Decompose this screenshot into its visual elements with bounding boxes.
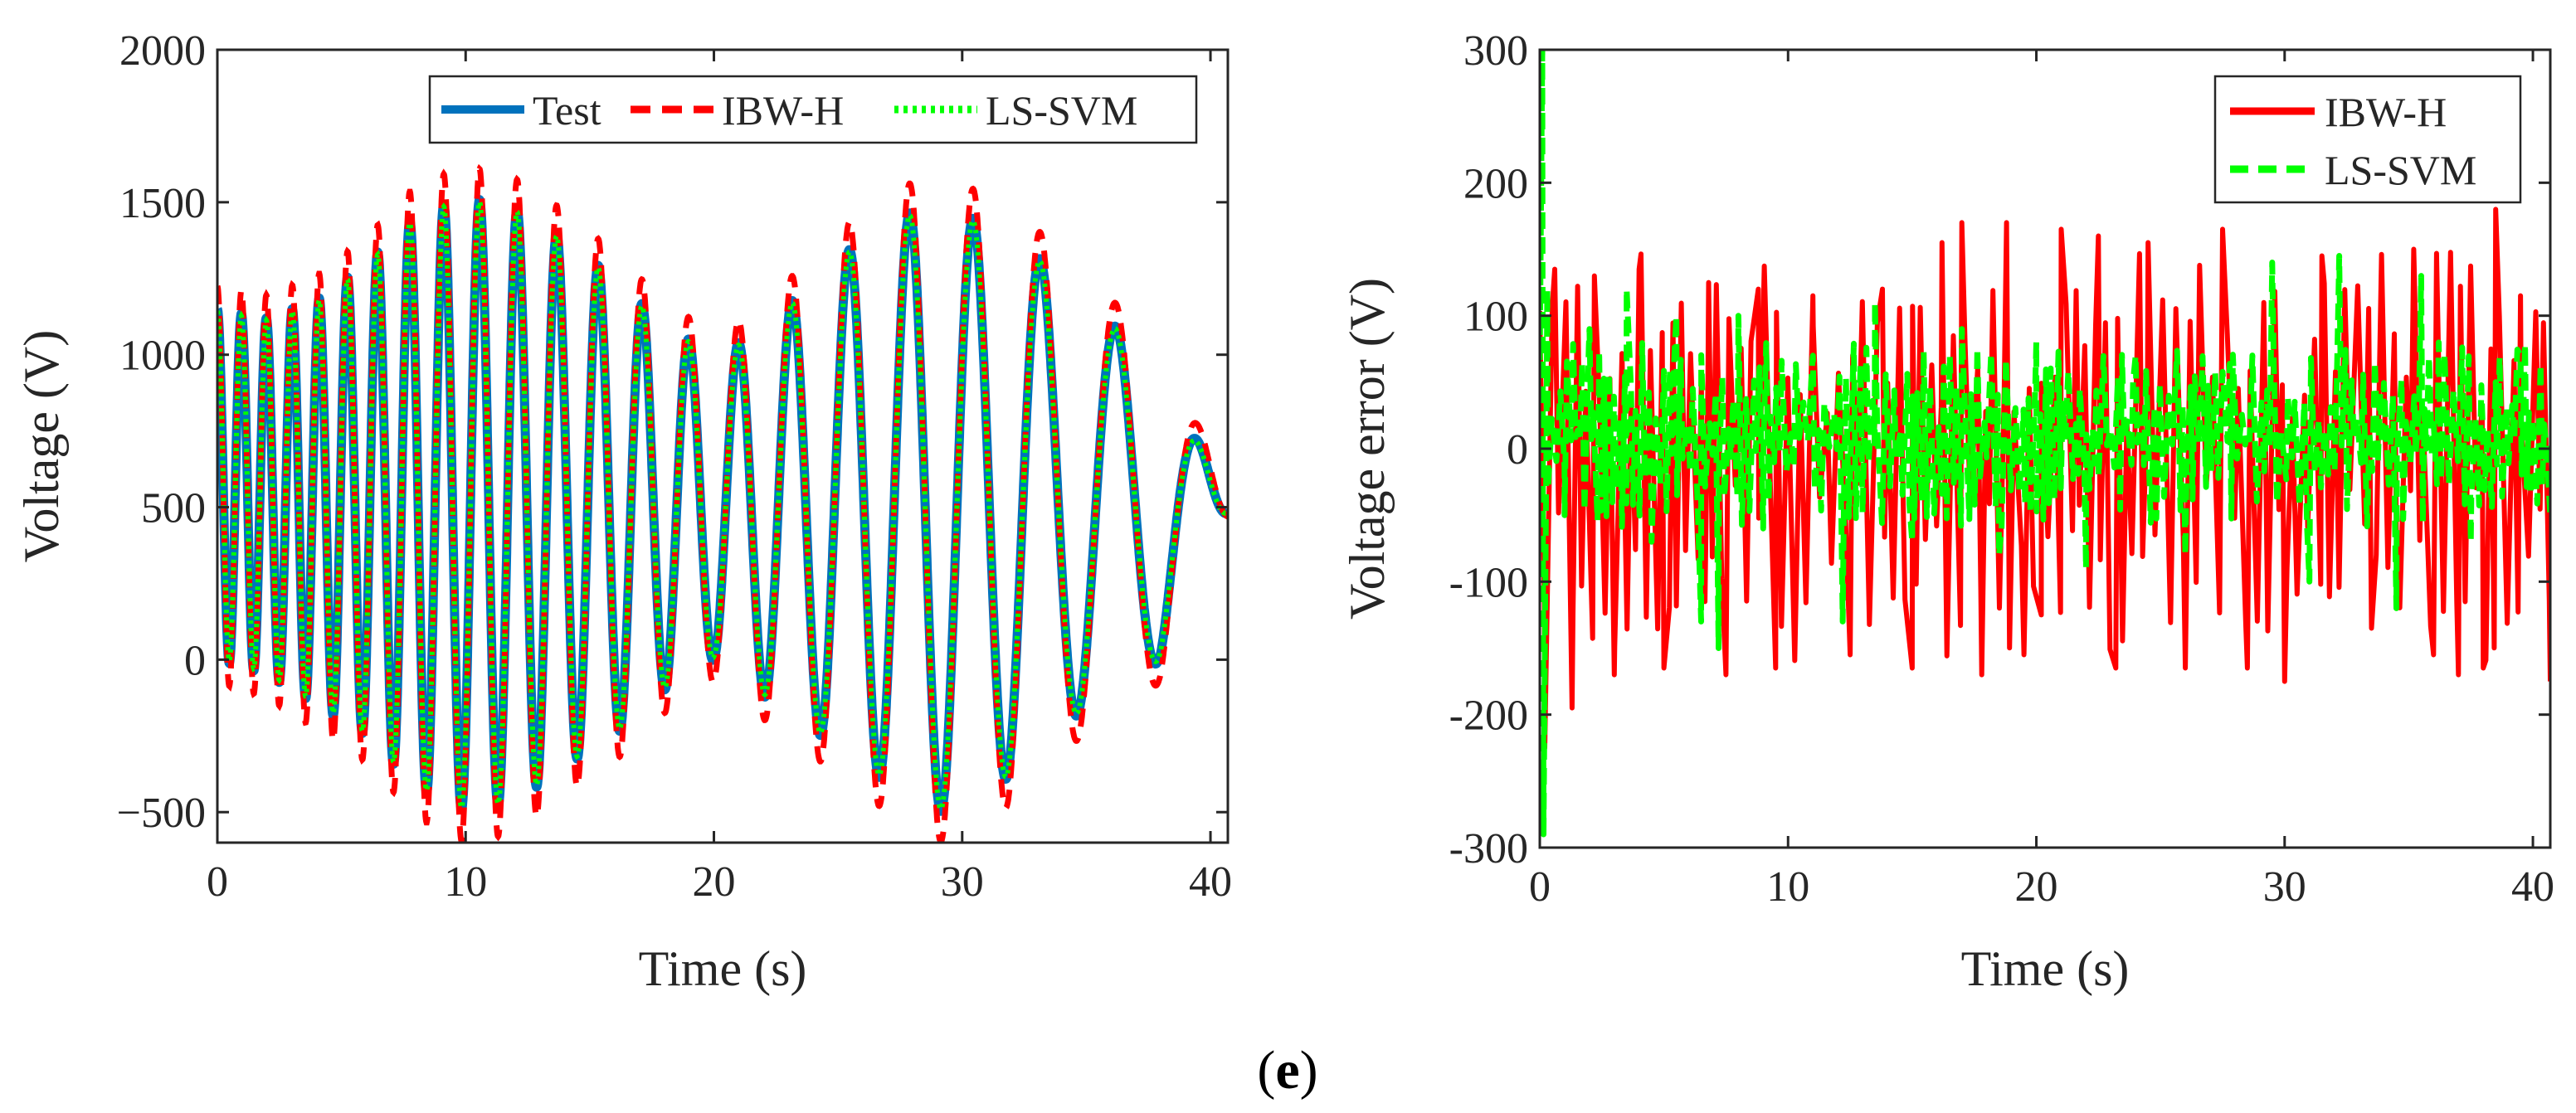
- panel-label: (e): [1257, 1040, 1317, 1101]
- error-x-tick-label: 20: [2015, 863, 2058, 911]
- voltage-y-tick-label: 500: [141, 485, 206, 532]
- legend-lssvm-label: LS-SVM: [986, 87, 1137, 134]
- voltage-y-tick-label: 2000: [119, 27, 206, 75]
- error-y-tick-label: 100: [1463, 294, 1528, 341]
- voltage-y-axis-label: Voltage (V): [14, 330, 69, 563]
- error-x-axis-label: Time (s): [1961, 941, 2130, 996]
- voltage-y-tick-label: 0: [184, 637, 206, 684]
- error-y-tick-label: -100: [1449, 559, 1528, 606]
- series-test-line: [217, 195, 1228, 816]
- error-legend-box: [2213, 75, 2522, 204]
- error-y-tick-label: 300: [1463, 27, 1528, 75]
- voltage-legend: Test IBW-H LS-SVM: [428, 75, 1198, 144]
- panel-label-open: (: [1257, 1040, 1275, 1101]
- legend-error-lssvm-label: LS-SVM: [2325, 147, 2476, 193]
- legend-test-label: Test: [533, 87, 601, 134]
- voltage-legend-box: [428, 75, 1198, 144]
- error-x-tick-label: 40: [2511, 863, 2554, 911]
- series-error-lssvm-line: [1540, 50, 2550, 838]
- error-axis-ticks: 0 10 20 30 40 -300 -200 -100 0 100 200 300: [1449, 27, 2554, 911]
- error-y-tick-label: -300: [1449, 825, 1528, 872]
- error-x-tick-label: 30: [2263, 863, 2306, 911]
- error-y-axis-label: Voltage error (V): [1340, 278, 1395, 620]
- panel-label-close: ): [1300, 1040, 1318, 1101]
- voltage-error-chart: 0 10 20 30 40 -300 -200 -100 0 100 200 300 Time (s)…: [1340, 27, 2554, 996]
- error-y-tick-label: 0: [1507, 426, 1528, 474]
- error-legend: IBW-H LS-SVM: [2213, 75, 2522, 204]
- voltage-plot-frame: [216, 48, 1230, 844]
- error-y-tick-label: -200: [1449, 693, 1528, 740]
- voltage-series-group: [217, 163, 1228, 843]
- voltage-x-tick-label: 10: [444, 858, 487, 906]
- error-x-tick-label: 0: [1529, 863, 1551, 911]
- voltage-x-tick-label: 20: [693, 858, 736, 906]
- voltage-y-tick-label: 1500: [119, 180, 206, 227]
- voltage-y-tick-label: −500: [117, 790, 206, 837]
- voltage-x-tick-label: 40: [1189, 858, 1232, 906]
- series-lssvm-line: [217, 198, 1228, 812]
- voltage-x-tick-label: 0: [207, 858, 228, 906]
- panel-label-letter: e: [1275, 1040, 1299, 1101]
- voltage-x-axis-label: Time (s): [639, 941, 807, 996]
- error-series-group: [1540, 50, 2550, 838]
- voltage-y-tick-label: 1000: [119, 333, 206, 380]
- voltage-x-tick-label: 30: [941, 858, 984, 906]
- legend-error-ibwh-label: IBW-H: [2325, 89, 2447, 135]
- error-x-tick-label: 10: [1766, 863, 1809, 911]
- error-y-tick-label: 200: [1463, 160, 1528, 207]
- legend-ibwh-label: IBW-H: [722, 87, 844, 134]
